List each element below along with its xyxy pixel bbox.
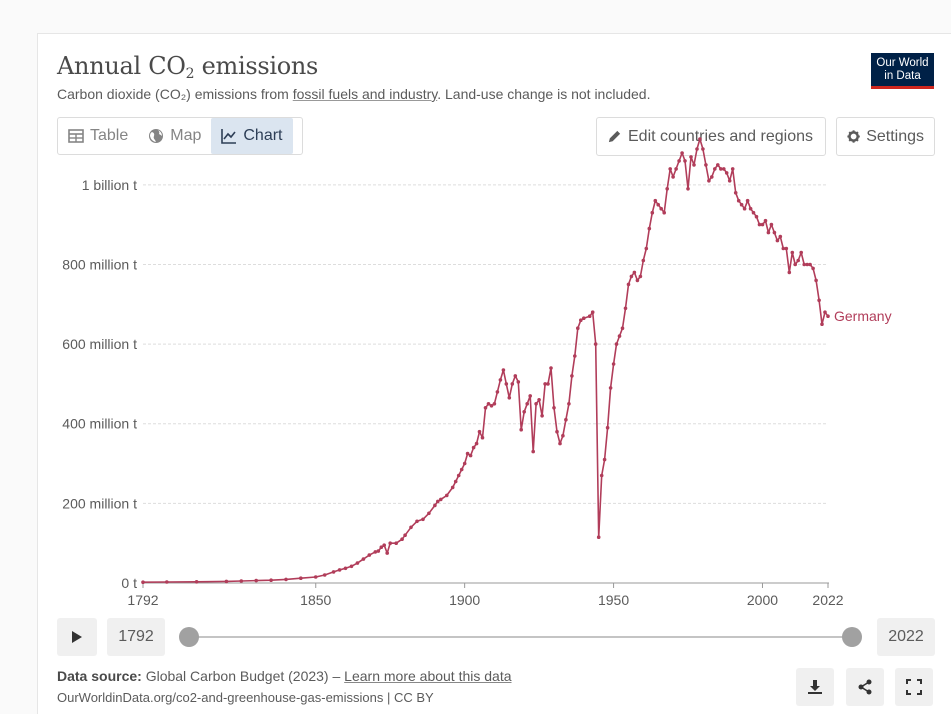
settings-button[interactable]: Settings: [836, 117, 935, 156]
download-button[interactable]: [796, 668, 834, 706]
start-year-label: 1792: [107, 618, 165, 656]
tab-chart[interactable]: Chart: [211, 118, 293, 154]
globe-icon: [149, 129, 164, 143]
download-icon: [808, 680, 822, 694]
learn-more-link[interactable]: Learn more about this data: [344, 668, 512, 684]
data-source: Data source: Global Carbon Budget (2023)…: [57, 668, 512, 684]
pencil-icon: [608, 130, 621, 143]
view-tabs: Table Map Chart: [57, 117, 303, 155]
gear-icon: [847, 130, 860, 143]
play-icon: [72, 631, 82, 643]
chart-subtitle: Carbon dioxide (CO₂) emissions from foss…: [57, 86, 651, 102]
edit-countries-button[interactable]: Edit countries and regions: [596, 117, 826, 156]
timeline-end-handle[interactable]: [842, 627, 862, 647]
owid-logo[interactable]: Our World in Data: [871, 53, 934, 89]
end-year-label: 2022: [877, 618, 935, 656]
fossil-fuels-link[interactable]: fossil fuels and industry: [292, 86, 438, 102]
fullscreen-icon: [906, 679, 922, 695]
source-url[interactable]: OurWorldinData.org/co2-and-greenhouse-ga…: [57, 690, 434, 705]
share-button[interactable]: [846, 668, 884, 706]
share-icon: [858, 679, 872, 695]
fullscreen-button[interactable]: [895, 668, 933, 706]
timeline-start-handle[interactable]: [179, 627, 199, 647]
line-chart-icon: [221, 129, 237, 144]
play-button[interactable]: [57, 618, 97, 656]
timeline-track[interactable]: [188, 636, 852, 638]
tab-map[interactable]: Map: [138, 118, 211, 154]
tab-table[interactable]: Table: [58, 118, 138, 154]
page-title: Annual CO2 emissions: [57, 52, 319, 82]
table-icon: [68, 129, 84, 143]
